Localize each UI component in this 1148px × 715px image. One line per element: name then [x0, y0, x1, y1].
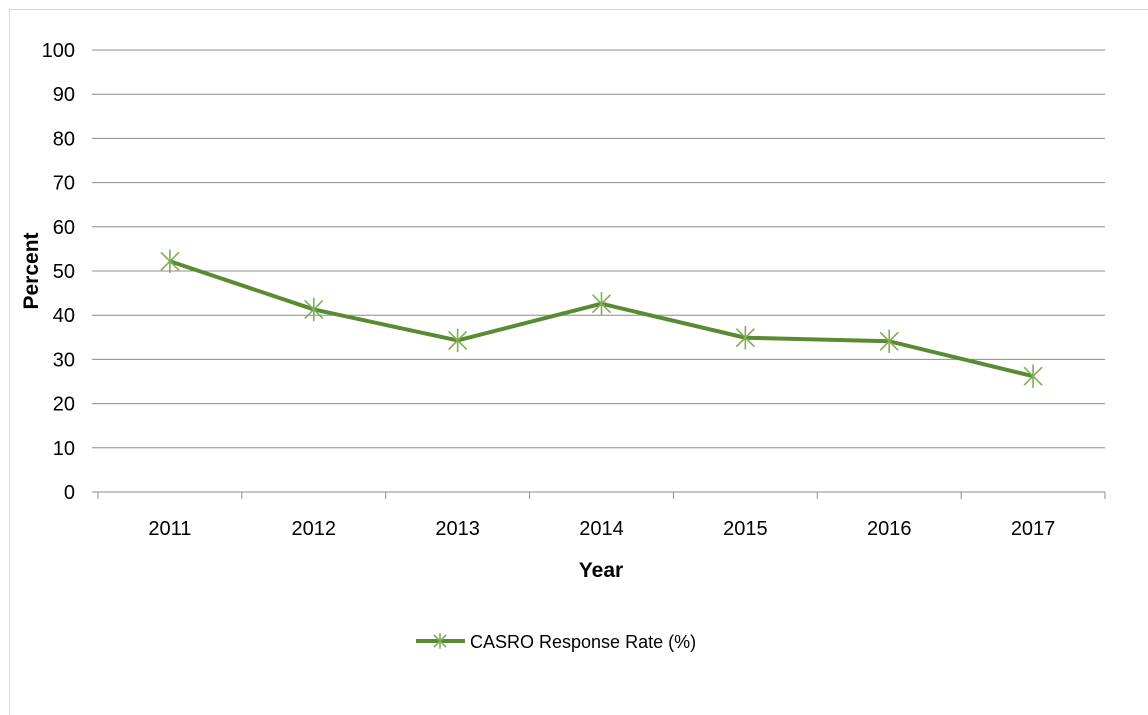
- legend-star-marker: [433, 633, 447, 649]
- data-point-marker: [160, 249, 180, 273]
- legend: CASRO Response Rate (%): [416, 632, 696, 652]
- data-point-marker: [448, 328, 468, 353]
- data-point-marker: [304, 297, 324, 322]
- x-axis-ticks: 2011 2012 2013 2014 2015 2016 2017: [148, 518, 1055, 540]
- x-tick-label: 2011: [148, 518, 191, 540]
- y-tick-label: 70: [53, 173, 75, 195]
- gridlines: [92, 49, 1105, 449]
- y-tick-label: 10: [53, 438, 75, 460]
- chart-frame: [9, 9, 1148, 715]
- series-layer: [160, 249, 1043, 388]
- x-tick-label: 2016: [867, 518, 912, 540]
- y-axis-ticks: 0 10 20 30 40 50 60 70 80 90 100: [42, 40, 75, 504]
- y-tick-label: 20: [53, 394, 75, 416]
- y-tick-label: 50: [53, 261, 75, 283]
- x-tick-label: 2017: [1011, 518, 1056, 540]
- y-tick-label: 40: [53, 305, 75, 327]
- x-tick-label: 2015: [723, 518, 768, 540]
- x-tick-label: 2014: [579, 518, 624, 540]
- data-point-marker: [1023, 364, 1043, 388]
- data-point-marker: [879, 329, 899, 353]
- x-tick-label: 2012: [292, 518, 337, 540]
- y-tick-label: 60: [53, 217, 75, 239]
- data-point-marker: [735, 326, 755, 350]
- y-tick-label: 0: [64, 482, 75, 504]
- y-tick-label: 80: [53, 128, 75, 150]
- data-point-marker: [591, 292, 612, 316]
- y-tick-label: 100: [42, 40, 75, 62]
- legend-star: [433, 633, 447, 649]
- x-axis: [92, 491, 1106, 499]
- y-tick-label: 90: [53, 84, 75, 106]
- y-tick-label: 30: [53, 349, 75, 371]
- x-tick-label: 2013: [435, 518, 480, 540]
- y-axis-title: Percent: [20, 232, 43, 309]
- legend-label: CASRO Response Rate (%): [470, 632, 696, 652]
- x-axis-title: Year: [579, 559, 623, 582]
